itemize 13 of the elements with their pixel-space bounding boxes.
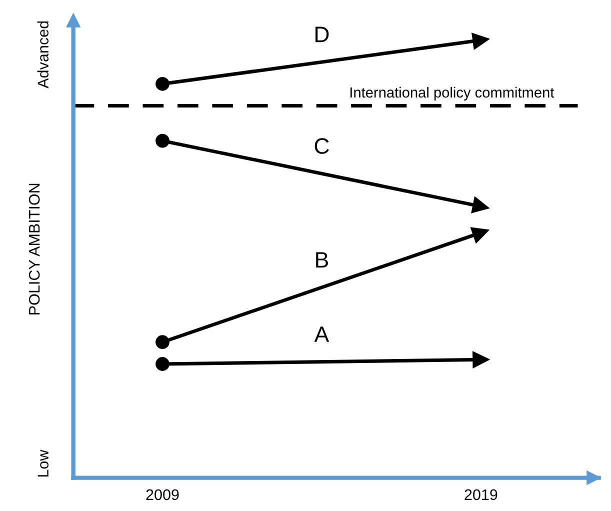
series-label: D (316, 26, 329, 42)
ref-line-label: International policy commitment (350, 86, 554, 101)
series-label: C (314, 138, 329, 154)
x-tick-label: 2019 (464, 489, 498, 500)
series-label: A (314, 326, 330, 342)
series-label: B (316, 252, 328, 268)
text: Advanced (37, 21, 49, 88)
point (472, 351, 490, 368)
point (156, 335, 170, 350)
x-tick-label: 2009 (146, 489, 179, 500)
y-axis-title: POLICY AMBITION (28, 184, 40, 314)
text: Low (38, 450, 49, 477)
point (156, 357, 170, 371)
